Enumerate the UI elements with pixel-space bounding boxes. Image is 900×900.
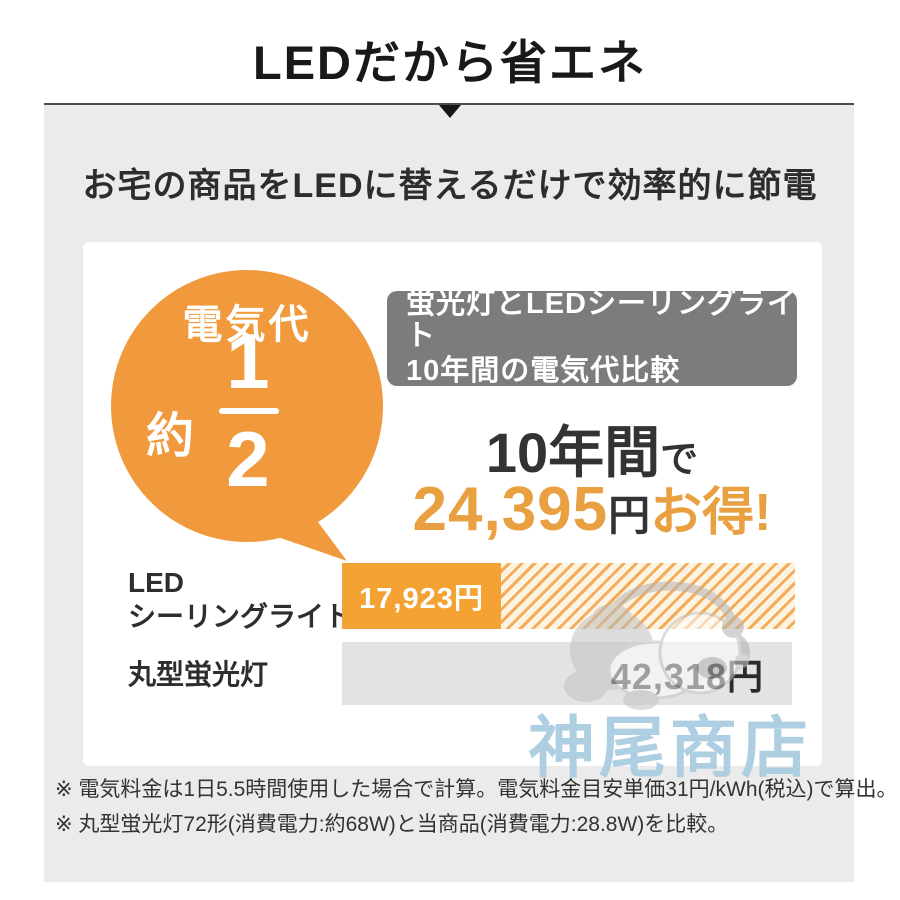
section-subtitle: お宅の商品をLEDに替えるだけで効率的に節電 [82,167,818,205]
savings-amount-line: 24,395円お得! [370,470,814,545]
comparison-header-line2: 10年間の電気代比較 [406,355,681,388]
savings-period-line: 10年間で [390,408,794,489]
savings-currency: 円 [608,492,651,539]
bar-fluorescent-value: 42,318円 [610,655,764,697]
page-title: LEDだから省エネ [253,36,647,89]
footnote-1: ※ 電気料金は1日5.5時間使用した場合で計算。電気料金目安単価31円/kWh(… [55,778,898,801]
savings-amount: 24,395 [412,475,609,544]
bar-label-led: LED シーリングライト [128,566,352,634]
footnote-2: ※ 丸型蛍光灯72形(消費電力:約68W)と当商品(消費電力:28.8W)を比較… [55,813,729,836]
bar-label-fluorescent: 丸型蛍光灯 [128,659,269,690]
comparison-header-box: 蛍光灯とLEDシーリングライト 10年間の電気代比較 [387,287,798,388]
shop-watermark: 神尾商店 [528,711,812,786]
divider-line [44,103,854,105]
balloon-label: 電気代 [182,303,312,347]
pointer-down-triangle [439,105,461,118]
balloon-approx-prefix: 約 [146,410,195,463]
savings-suffix: お得! [650,484,772,542]
savings-particle: で [660,439,699,481]
savings-period: 10年間 [485,421,661,484]
bar-label-led-line1: LED [128,567,184,598]
bar-led-solid: 17,923円 [342,563,501,629]
bar-label-led-line2: シーリングライト [128,601,353,633]
fraction-bar [219,408,279,414]
bar-led-value: 17,923円 [359,583,484,615]
comparison-header-line1: 蛍光灯とLEDシーリングライト [406,287,798,352]
fraction-numerator: 1 [226,317,270,405]
fraction-denominator: 2 [226,415,270,503]
